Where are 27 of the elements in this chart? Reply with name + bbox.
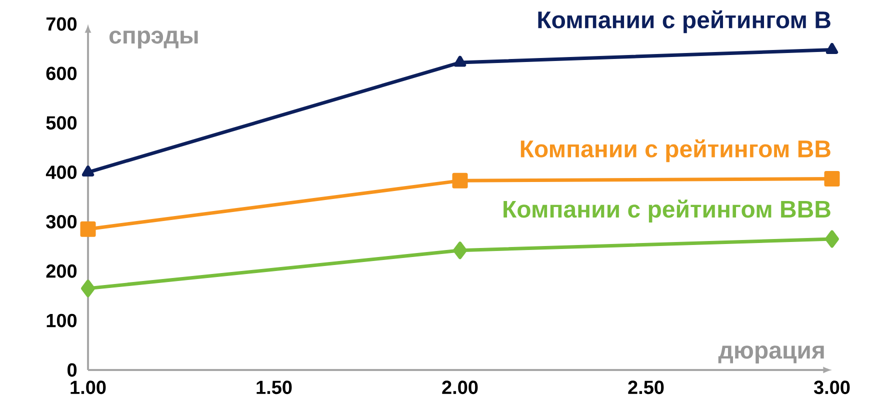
point: [453, 242, 468, 260]
point: [454, 56, 466, 67]
series-label: Компании с рейтингом BB: [520, 139, 830, 162]
point: [82, 166, 94, 177]
y-axis-title: спрэды: [109, 30, 198, 48]
point: [80, 221, 96, 237]
y-tick-label: 400: [46, 166, 77, 180]
y-tick-label: 200: [46, 264, 77, 278]
point: [826, 42, 838, 54]
x-tick-label: 1.50: [256, 380, 292, 394]
x-tick-label: 2.00: [442, 380, 478, 394]
x-tick-label: 1.00: [70, 380, 106, 394]
x-axis-title: дюрация: [718, 346, 824, 364]
x-tick-label: 2.50: [628, 380, 664, 394]
y-tick-label: 0: [68, 363, 77, 377]
y-tick-label: 500: [46, 116, 77, 130]
series-label: Компании с рейтингом BBB: [504, 200, 830, 222]
point: [452, 172, 468, 188]
y-tick-label: 100: [46, 314, 77, 328]
point: [824, 170, 840, 186]
y-tick-label: 700: [46, 17, 77, 31]
y-tick-label: 300: [46, 214, 77, 228]
series-label: Компании с рейтингом B: [538, 10, 830, 34]
x-tick-label: 3.00: [814, 380, 850, 394]
point: [81, 280, 96, 298]
y-tick-label: 600: [46, 66, 77, 80]
point: [824, 230, 839, 248]
